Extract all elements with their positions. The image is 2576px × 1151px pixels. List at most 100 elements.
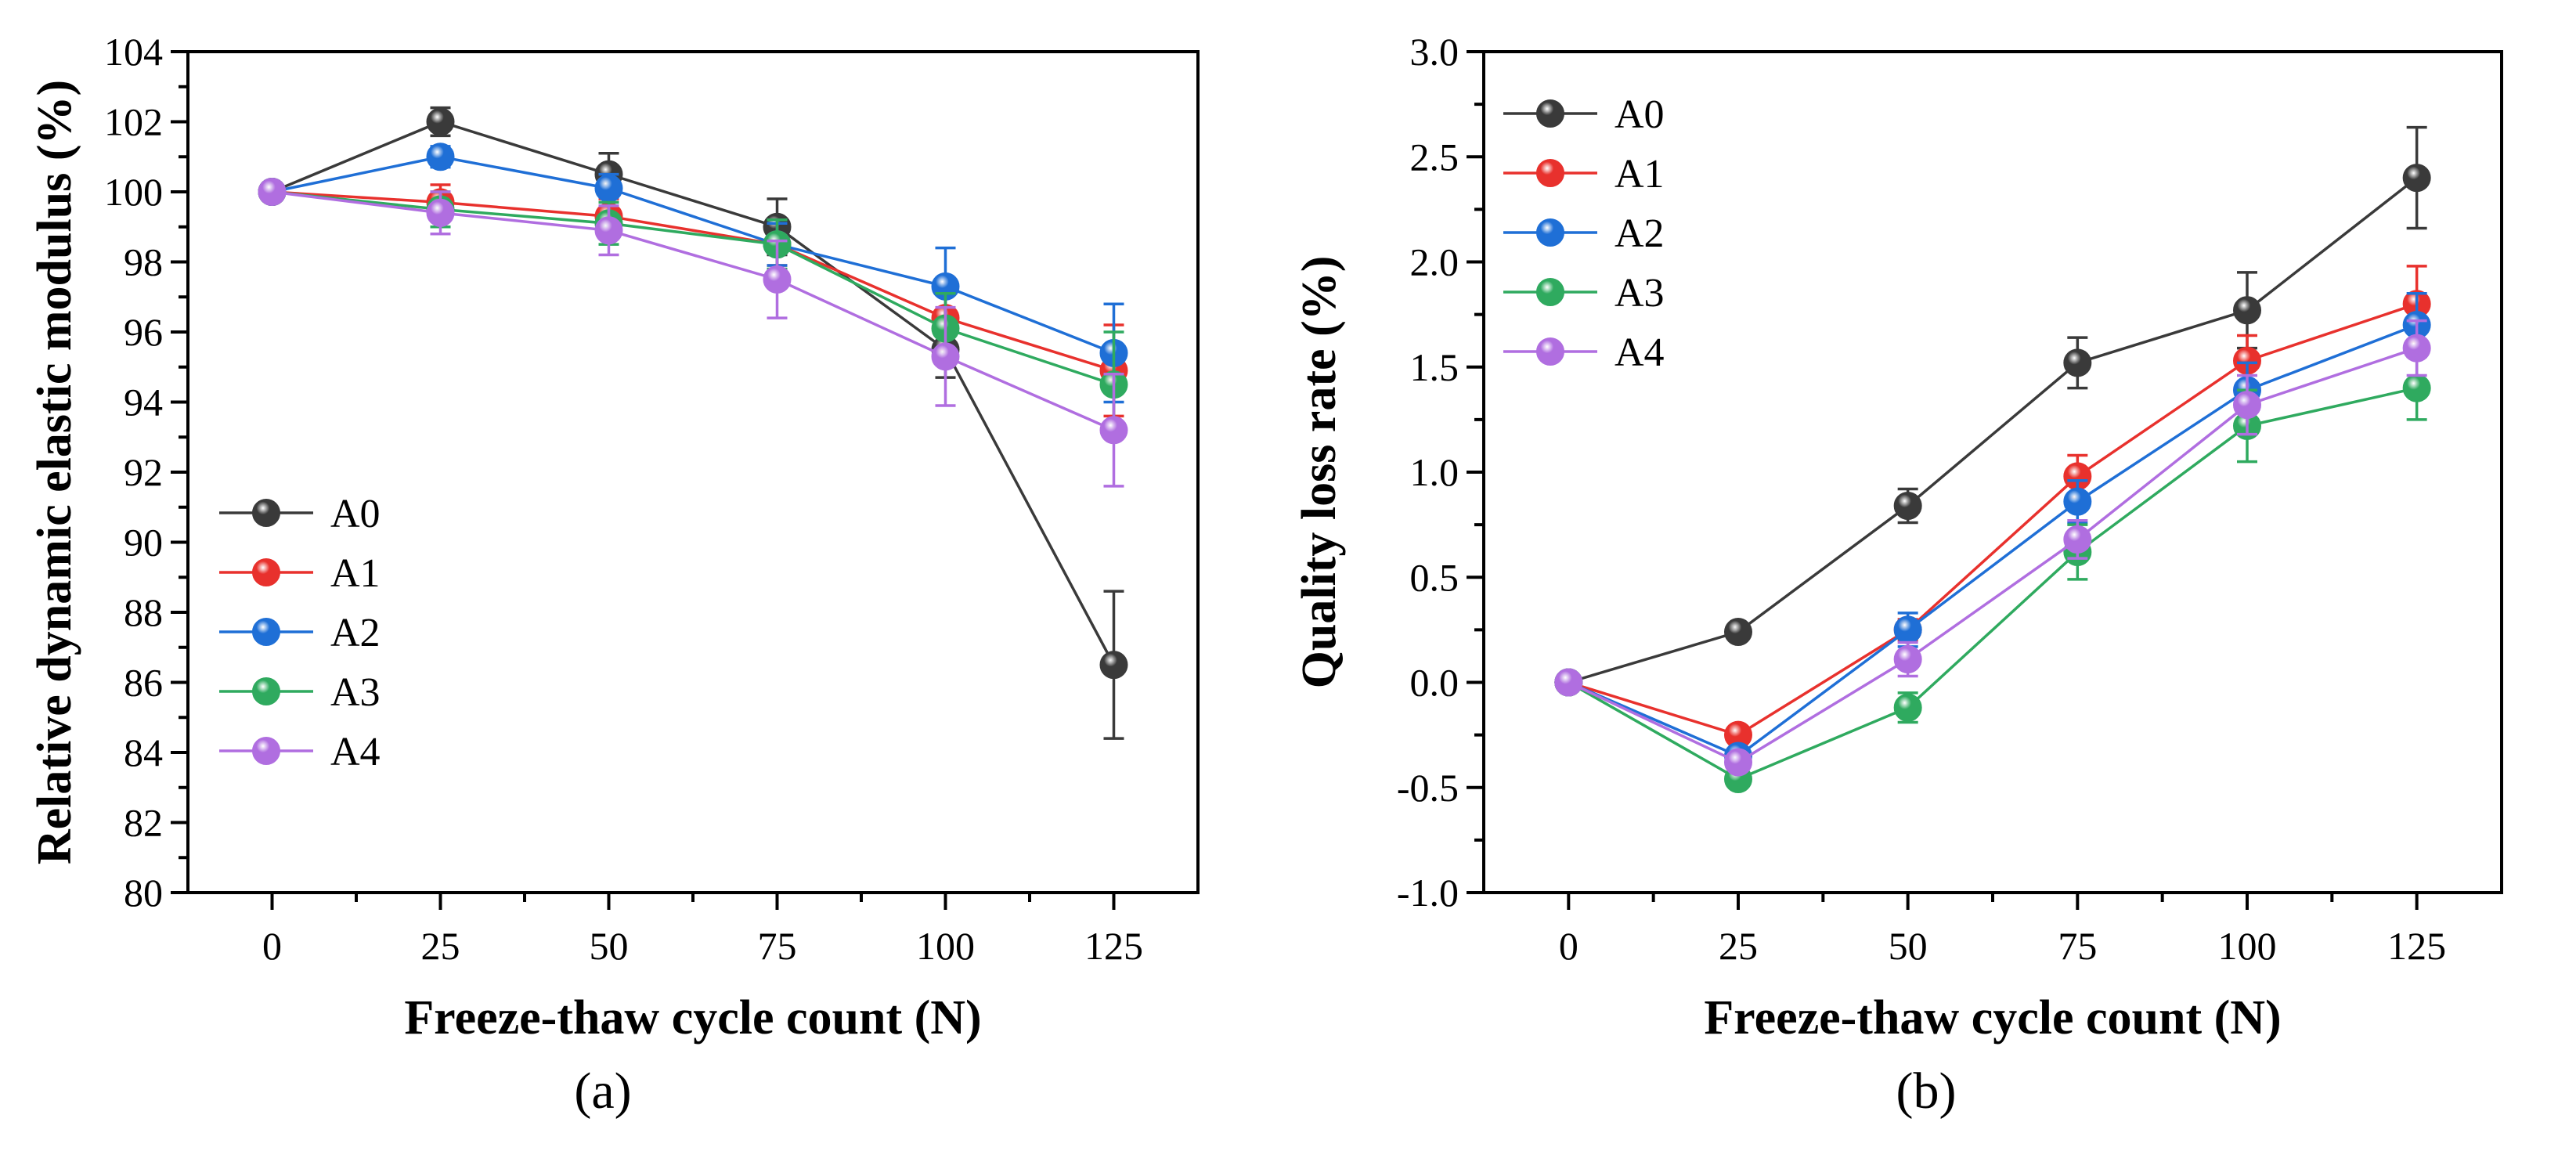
series-line-b-a1 [1568,302,2418,737]
y-tick-label-b-1-5: 1.5 [1410,345,1459,389]
legend-a: A0 A1 A2 A3 A4 [219,492,381,774]
data-point-a-a0-25 [426,107,455,136]
x-tick-label-a-50: 50 [590,924,629,968]
legend-label-a-a0: A0 [330,492,381,536]
data-point-a-a0-125 [1099,651,1128,680]
data-point-b-a4-125 [2402,334,2431,363]
y-tick-label-b-0-5: -0.5 [1397,766,1459,810]
data-point-b-a2-75 [2063,487,2092,516]
x-tick-label-a-100: 100 [916,924,975,968]
legend-label-a-a2: A2 [330,611,381,655]
legend-marker-a-a4 [252,737,280,765]
series-a-a4 [258,178,1128,488]
y-tick-label-a-80: 80 [124,871,163,915]
legend-marker-b-a0 [1536,99,1564,128]
data-point-a-a2-25 [426,143,455,171]
y-tick-label-b-3-0: 3.0 [1410,30,1459,74]
legend-label-a-a1: A1 [330,551,381,596]
y-tick-label-a-86: 86 [124,661,163,705]
y-tick-label-b-1-0: -1.0 [1397,871,1459,915]
legend-b: A0 A1 A2 A3 A4 [1503,92,1665,375]
series-line-b-a4 [1568,346,2418,764]
data-point-b-a0-100 [2233,296,2261,325]
data-point-b-a0-125 [2402,164,2431,193]
legend-label-b-a2: A2 [1615,211,1665,256]
legend-label-a-a4: A4 [330,730,381,774]
panel-label-a: (a) [574,1063,631,1120]
x-axis-title-a: Freeze-thaw cycle count (N) [404,991,981,1045]
y-tick-label-a-96: 96 [124,310,163,354]
y-tick-label-b-2-5: 2.5 [1410,135,1459,179]
x-tick-label-b-0: 0 [1559,924,1578,968]
series-line-a-a2 [272,155,1115,355]
data-point-b-a2-50 [1893,615,1922,644]
panel-a: 0 25 50 75 100 125 80 82 84 86 88 90 92 94 96 98 100 102 1… [28,30,1200,1045]
y-tick-label-a-94: 94 [124,381,163,424]
legend-marker-b-a3 [1536,278,1564,306]
series-b-a2 [1554,292,2431,770]
panel-b: 0 25 50 75 100 125 -1.0 -0.5 0.0 0.5 1.0 1.5 2.0 2.5 3… [1293,30,2503,1045]
legend-marker-a-a2 [252,618,280,646]
series-a-a2 [258,143,1128,404]
series-b-a4 [1554,319,2431,777]
y-tick-label-a-102: 102 [104,100,163,144]
y-tick-label-a-88: 88 [124,590,163,634]
data-point-b-a0-75 [2063,348,2092,377]
x-tick-label-b-50: 50 [1889,924,1928,968]
y-tick-label-a-104: 104 [104,30,163,74]
legend-marker-b-a4 [1536,337,1564,366]
data-point-b-a4-25 [1724,748,1752,777]
y-tick-label-a-92: 92 [124,450,163,494]
x-tick-label-a-125: 125 [1084,924,1143,968]
legend-marker-a-a3 [252,677,280,705]
data-point-b-a4-100 [2233,391,2261,420]
data-point-a-a4-25 [426,198,455,227]
series-line-b-a3 [1568,386,2418,781]
series-b-a0 [1554,125,2431,697]
series-b-a1 [1554,265,2431,749]
x-tick-label-b-25: 25 [1719,924,1758,968]
data-point-a-a4-100 [931,342,960,371]
y-tick-label-a-90: 90 [124,521,163,565]
series-a-a0 [258,106,1128,740]
y-tick-label-b-0-5: 0.5 [1410,555,1459,599]
x-axis-title-b: Freeze-thaw cycle count (N) [1704,991,2281,1045]
data-point-b-a3-50 [1893,693,1922,722]
panel-label-b: (b) [1896,1063,1957,1120]
series-b-a3 [1554,355,2431,794]
series-line-b-a0 [1568,176,2418,684]
data-point-b-a4-50 [1893,644,1922,673]
y-tick-label-a-98: 98 [124,240,163,284]
y-axis-title-b: Quality loss rate (%) [1293,256,1346,689]
data-point-a-a4-50 [594,216,623,245]
x-tick-label-a-25: 25 [421,924,460,968]
data-point-b-a3-125 [2402,373,2431,402]
y-tick-label-b-1-0: 1.0 [1410,450,1459,494]
x-tick-label-b-75: 75 [2058,924,2097,968]
legend-label-b-a3: A3 [1615,271,1665,316]
data-point-b-a4-75 [2063,525,2092,554]
data-point-b-a0-50 [1893,491,1922,520]
y-tick-label-b-2-0: 2.0 [1410,240,1459,284]
series-line-a-a0 [271,120,1116,666]
x-tick-label-b-100: 100 [2218,924,2277,968]
y-axis-title-a: Relative dynamic elastic modulus (%) [28,80,81,864]
series-line-a-a3 [272,190,1115,386]
y-tick-label-a-84: 84 [124,731,163,774]
y-tick-label-a-100: 100 [104,170,163,214]
y-tick-label-b-0-0: 0.0 [1410,661,1459,705]
y-tick-label-a-82: 82 [124,801,163,845]
data-point-b-a0-25 [1724,618,1752,647]
x-tick-label-a-75: 75 [758,924,797,968]
data-point-a-a4-75 [763,265,792,294]
data-point-b-a4-0 [1554,668,1583,697]
x-tick-label-a-0: 0 [262,924,282,968]
legend-label-a-a3: A3 [330,670,381,715]
data-point-a-a4-0 [258,178,287,206]
series-line-b-a2 [1568,323,2418,758]
legend-label-b-a0: A0 [1615,92,1665,137]
legend-marker-a-a1 [252,558,280,586]
data-point-a-a4-125 [1099,416,1128,445]
legend-label-b-a1: A1 [1615,152,1665,197]
